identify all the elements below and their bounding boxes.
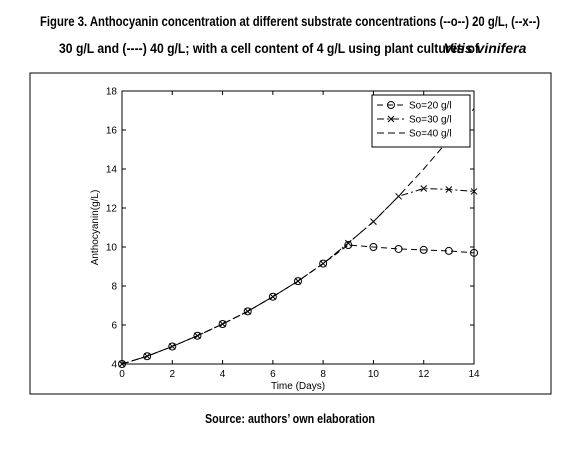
figure-frame	[29, 72, 552, 395]
marker	[394, 244, 403, 253]
y-tick-label: 10	[106, 243, 118, 254]
marker	[344, 241, 353, 250]
title-line: 30 g/L and (----) 40 g/L; with a cell co…	[59, 40, 479, 56]
x-axis-label: Time (Days)	[271, 381, 325, 392]
legend-label: So=40 g/l	[409, 129, 452, 140]
marker	[444, 246, 453, 255]
y-axis-label: Anthocyanin(g/L)	[90, 190, 101, 266]
legend-marker	[387, 115, 395, 123]
x-tick-label: 4	[220, 369, 226, 380]
x-tick-label: 8	[320, 369, 326, 380]
marker	[268, 292, 277, 301]
x-tick-label: 6	[270, 369, 276, 380]
marker	[118, 360, 126, 368]
title-italic: Vitis vinifera	[444, 40, 527, 56]
x-tick-label: 10	[368, 369, 380, 380]
y-tick-label: 14	[106, 165, 118, 176]
marker	[419, 245, 428, 254]
series-line	[121, 244, 475, 365]
plot-area	[121, 90, 475, 365]
marker	[470, 188, 478, 195]
y-tick-label: 12	[106, 204, 118, 215]
series-line	[121, 187, 475, 365]
source-note: Source: authors’ own elaboration	[205, 411, 375, 426]
y-tick-label: 4	[111, 360, 117, 371]
legend-label: So=20 g/l	[409, 101, 452, 112]
marker	[218, 320, 227, 329]
marker	[243, 307, 252, 316]
marker	[193, 331, 202, 340]
y-tick-label: 8	[111, 282, 117, 293]
y-tick-label: 16	[106, 126, 118, 137]
marker	[143, 352, 152, 361]
marker	[294, 277, 302, 286]
x-tick-label: 14	[468, 369, 480, 380]
x-tick-label: 0	[119, 369, 125, 380]
title-line: Figure 3. Anthocyanin concentration at d…	[40, 13, 540, 29]
marker	[319, 259, 328, 268]
y-tick-label: 18	[106, 87, 118, 98]
marker	[219, 320, 226, 328]
x-tick-label: 2	[170, 369, 176, 380]
marker	[369, 243, 378, 251]
y-tick-label: 6	[111, 321, 117, 332]
legend-marker	[387, 101, 395, 109]
legend-label: So=30 g/l	[409, 115, 452, 126]
marker	[168, 342, 177, 351]
x-tick-label: 12	[418, 369, 430, 380]
marker	[420, 185, 428, 192]
marker	[168, 343, 176, 350]
marker	[294, 277, 302, 285]
marker	[470, 248, 478, 257]
marker	[445, 186, 453, 193]
